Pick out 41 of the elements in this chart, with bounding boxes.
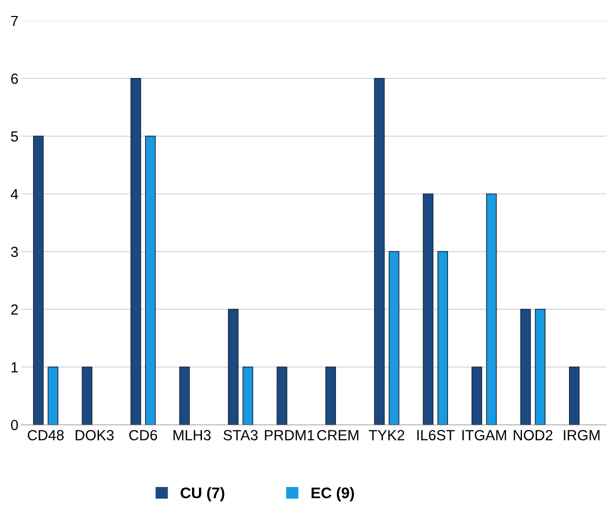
bar [276, 366, 288, 425]
x-tick-label: TYK2 [368, 430, 404, 440]
bar [130, 78, 142, 425]
bar [228, 308, 239, 425]
x-tick-label: CD48 [28, 430, 64, 440]
y-tick-label: 7 [11, 16, 18, 26]
x-tick-label: NOD2 [514, 430, 552, 440]
legend-label: EC (9) [312, 487, 354, 502]
bar [388, 251, 400, 425]
x-tick-label: IRGM [564, 430, 600, 440]
y-tick-label: 5 [11, 131, 18, 142]
bar [437, 251, 448, 425]
y-tick-label: 4 [10, 189, 18, 200]
bar [374, 78, 385, 425]
bar [33, 136, 44, 425]
bar [48, 366, 58, 425]
y-tick-label: 1 [12, 362, 18, 372]
y-tick-label: 0 [10, 420, 18, 430]
x-tick-label: IL6ST [417, 430, 455, 440]
bar [486, 193, 497, 425]
bar [242, 366, 254, 425]
x-tick-label: DOK3 [76, 430, 114, 440]
y-tick-label: 6 [11, 74, 18, 84]
bar [520, 308, 531, 425]
legend-label: CU (7) [180, 487, 224, 502]
x-tick-label: CD6 [129, 430, 158, 440]
x-tick-label: MLH3 [174, 430, 211, 440]
bar [422, 193, 434, 425]
y-tick-label: 3 [10, 246, 18, 258]
x-tick-label: ITGAM [462, 430, 506, 440]
bar [179, 366, 190, 425]
bar [534, 308, 546, 425]
bar [82, 366, 92, 425]
bar [472, 366, 482, 425]
bar [325, 366, 336, 425]
bar [568, 366, 580, 425]
bar [145, 136, 156, 425]
x-tick-label: STA3 [224, 430, 258, 440]
x-tick-label: PRDM1 [264, 430, 314, 440]
y-tick-label: 2 [11, 304, 18, 315]
x-tick-label: CREM [317, 430, 358, 440]
